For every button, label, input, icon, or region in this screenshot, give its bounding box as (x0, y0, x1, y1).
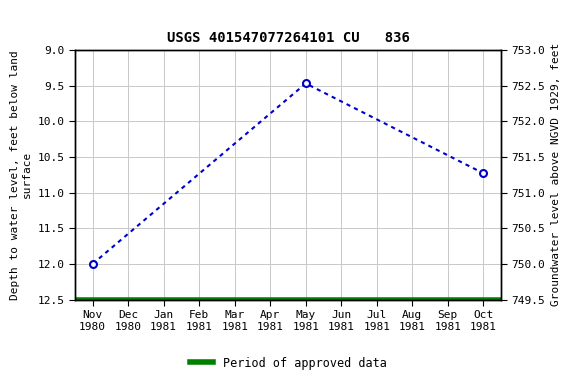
Legend: Period of approved data: Period of approved data (185, 352, 391, 374)
Title: USGS 401547077264101 CU   836: USGS 401547077264101 CU 836 (166, 31, 410, 45)
Y-axis label: Depth to water level, feet below land
surface: Depth to water level, feet below land su… (10, 50, 32, 300)
Y-axis label: Groundwater level above NGVD 1929, feet: Groundwater level above NGVD 1929, feet (551, 43, 561, 306)
